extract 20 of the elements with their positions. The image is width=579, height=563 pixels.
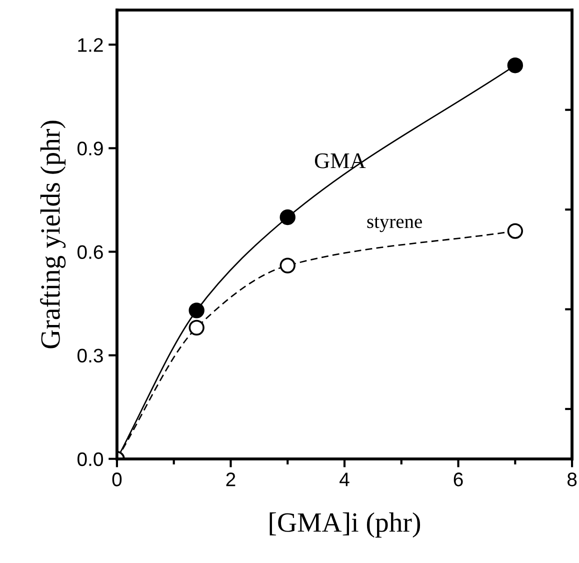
x-tick-label: 6 (454, 472, 463, 486)
point (507, 58, 524, 74)
x-tick-label: 8 (567, 472, 577, 486)
point (188, 302, 204, 318)
y-tick-label: 0.6 (77, 245, 103, 259)
point (280, 258, 296, 274)
point (507, 223, 524, 239)
x-tick-label: 0 (112, 472, 122, 486)
y-tick-label: 0.3 (77, 348, 103, 363)
x-axis-title: [GMA]i (phr) (270, 512, 420, 538)
y-tick-label: 1.2 (78, 38, 103, 52)
y-tick-label: 0.0 (77, 452, 104, 466)
series-label: GMA (314, 153, 366, 168)
point (280, 209, 296, 226)
y-tick-label: 0.9 (77, 142, 103, 156)
x-tick-label: 4 (340, 472, 350, 486)
x-tick-label: 2 (226, 472, 236, 486)
y-axis-title: Grafting yields (phr) (40, 120, 66, 348)
point (188, 320, 204, 336)
series-label: styrene (367, 216, 422, 232)
